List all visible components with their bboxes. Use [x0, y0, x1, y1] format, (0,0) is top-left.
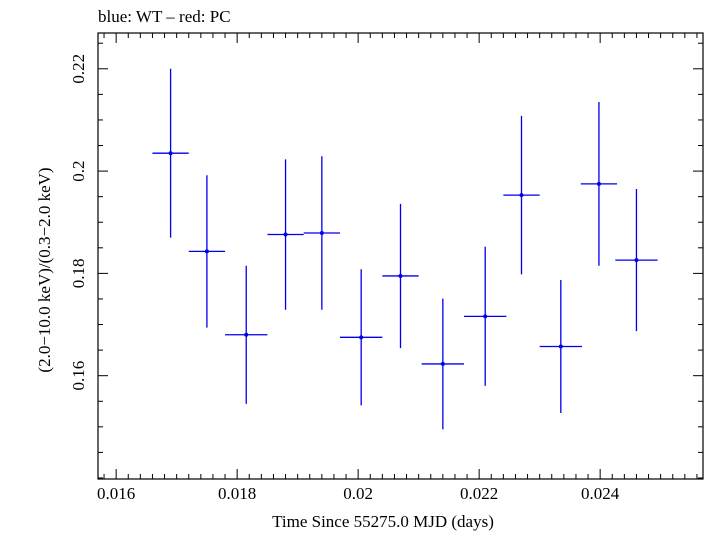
- data-point: [204, 249, 209, 254]
- x-tick-label: 0.02: [343, 484, 373, 503]
- data-point-group: [615, 188, 658, 332]
- data-point-group: [580, 102, 618, 266]
- data-point-group: [267, 159, 304, 310]
- data-point-group: [188, 175, 226, 328]
- data-point: [398, 273, 403, 278]
- x-tick-label: 0.018: [218, 484, 256, 503]
- data-point: [519, 193, 524, 198]
- data-point: [168, 151, 173, 156]
- data-point: [596, 181, 601, 186]
- data-point-group: [382, 203, 419, 349]
- data-point-group: [503, 115, 540, 275]
- data-point-group: [225, 265, 268, 404]
- data-point: [283, 232, 288, 237]
- data-point-group: [340, 269, 383, 406]
- axis-ticks: 0.016 0.018 0.02 0.022 0.024 0.16 0.18 0.2 0.22: [69, 33, 703, 503]
- data-point-group: [539, 280, 582, 414]
- data-point-group: [303, 156, 340, 310]
- x-tick-label: 0.022: [460, 484, 498, 503]
- y-axis-label: (2.0−10.0 keV)/(0.3−2.0 keV): [35, 167, 54, 372]
- y-tick-label: 0.18: [69, 259, 88, 289]
- data-point: [558, 344, 563, 349]
- data-point: [440, 361, 445, 366]
- x-axis-label: Time Since 55275.0 MJD (days): [272, 512, 494, 531]
- data-point-group: [152, 68, 189, 238]
- data-point-group: [464, 246, 507, 386]
- y-tick-label: 0.16: [69, 361, 88, 391]
- data-point: [359, 335, 364, 340]
- plot-frame: [97, 32, 704, 480]
- chart-title: blue: WT – red: PC: [98, 7, 231, 26]
- x-tick-label: 0.024: [581, 484, 620, 503]
- data-point: [634, 258, 639, 263]
- data-point: [244, 332, 249, 337]
- data-series: [152, 68, 658, 430]
- data-point-group: [421, 298, 465, 430]
- data-point: [319, 230, 324, 235]
- y-tick-label: 0.2: [69, 160, 88, 181]
- data-point: [483, 314, 488, 319]
- x-tick-label: 0.016: [97, 484, 135, 503]
- y-tick-label: 0.22: [69, 54, 88, 84]
